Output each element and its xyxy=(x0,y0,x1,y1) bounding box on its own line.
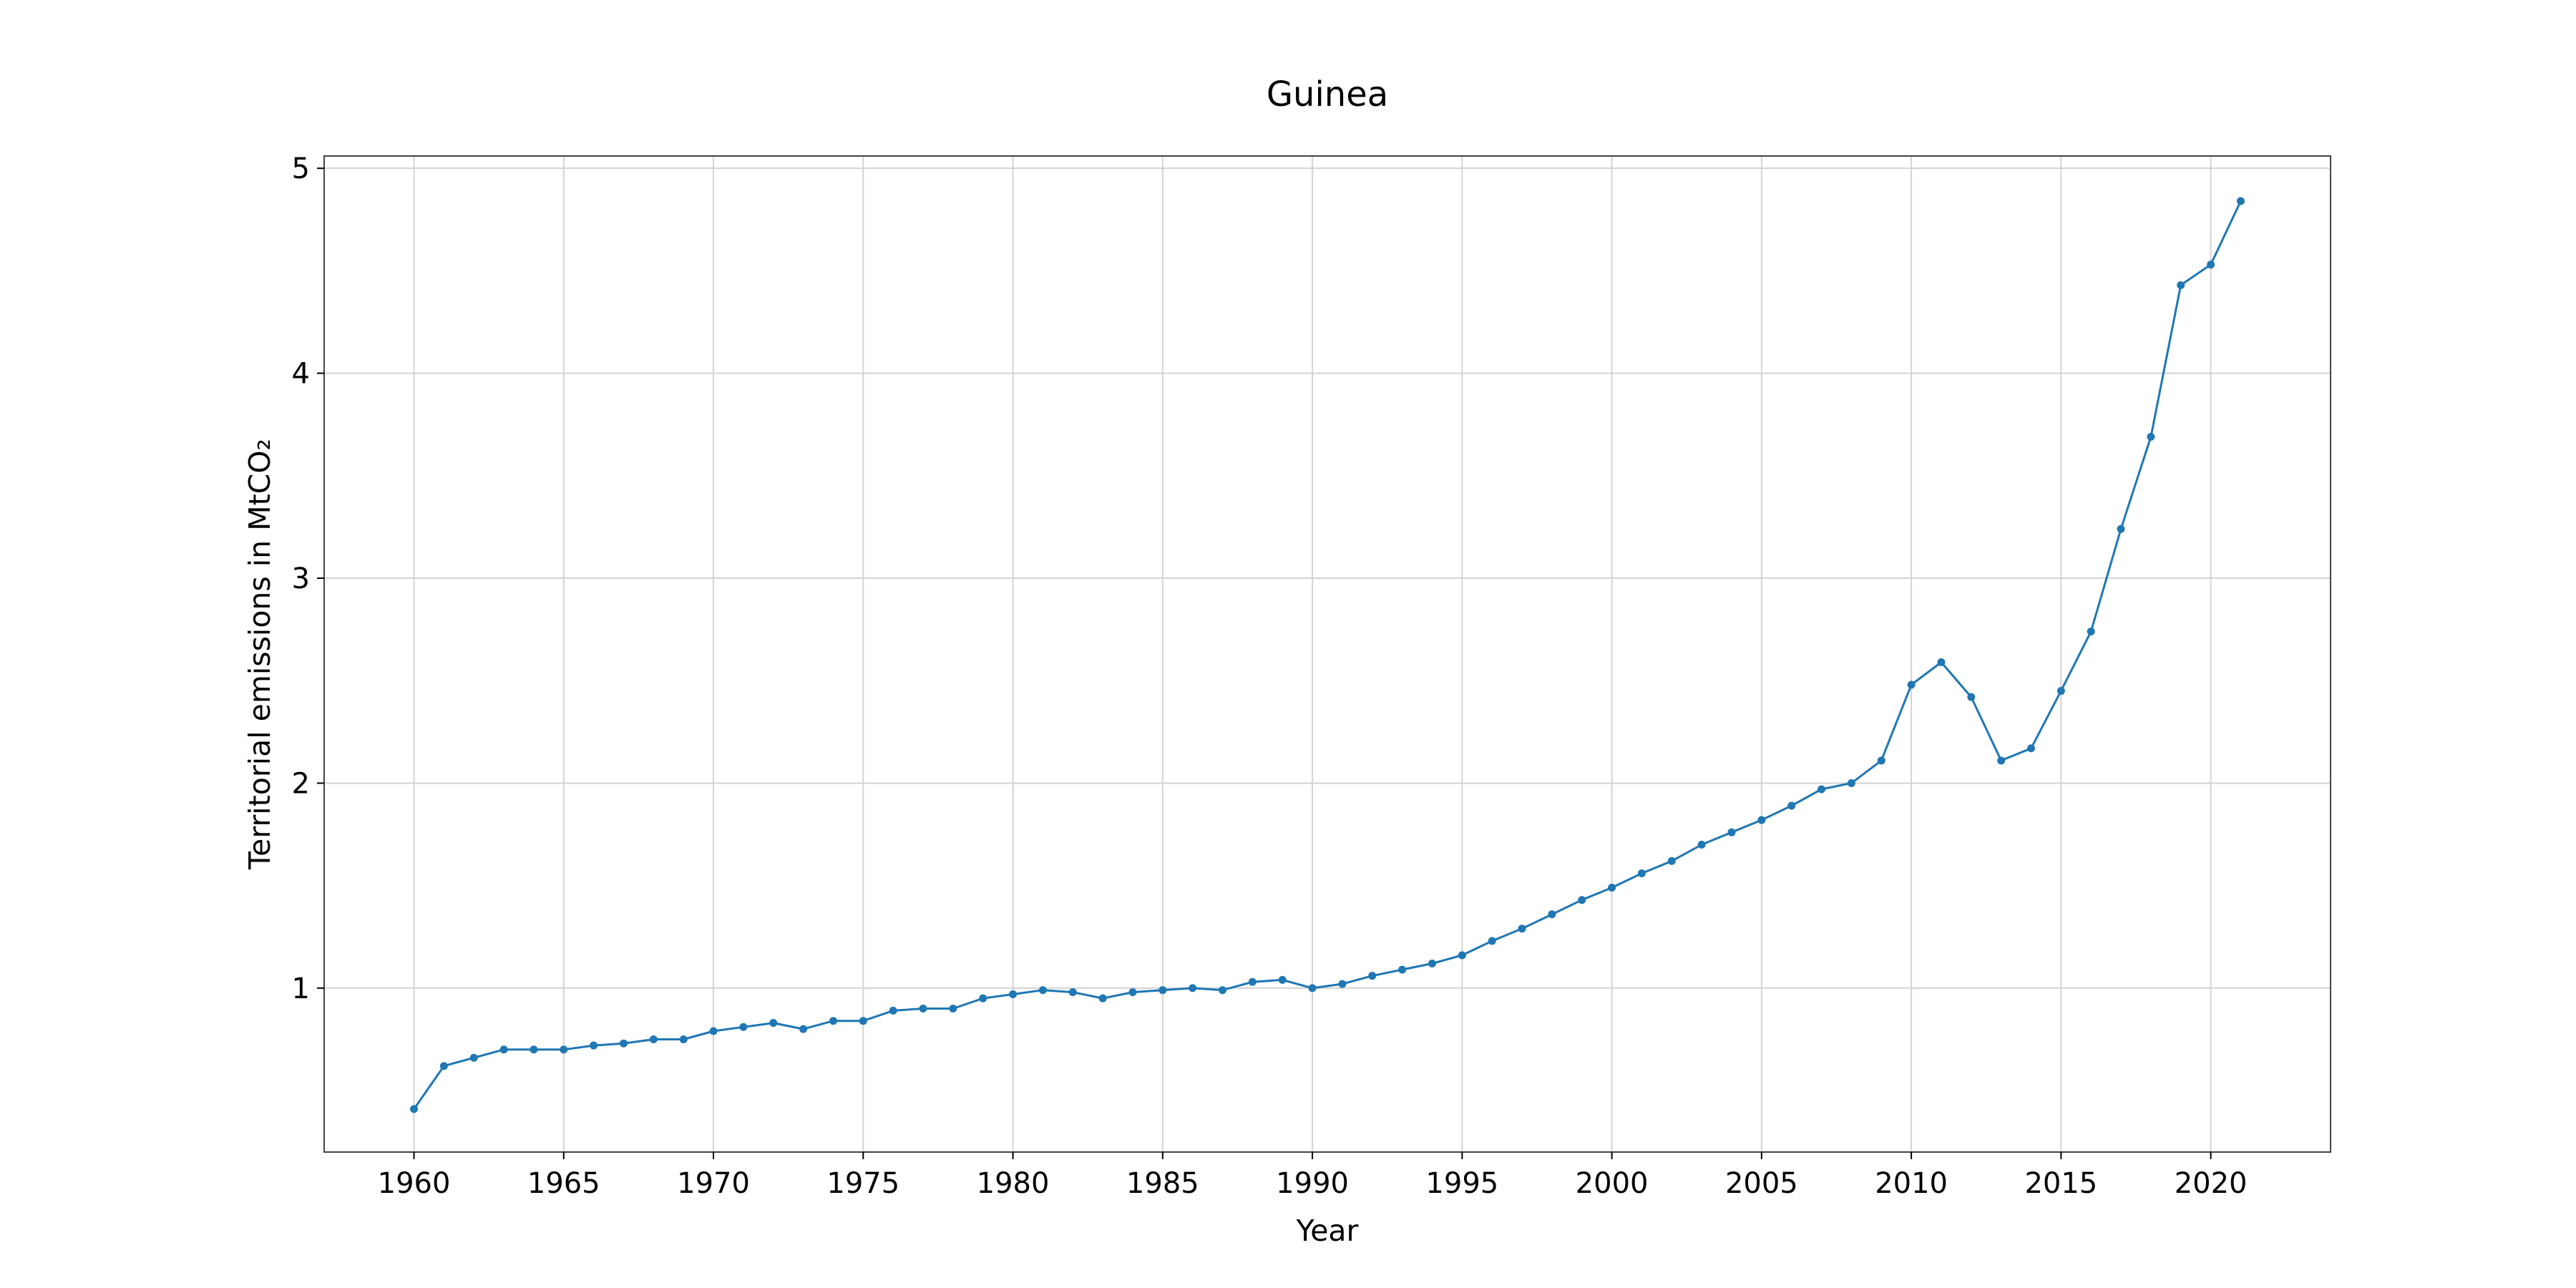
data-point xyxy=(2147,432,2155,441)
data-point xyxy=(2087,627,2095,635)
data-point xyxy=(1428,959,1436,967)
data-point xyxy=(649,1035,658,1043)
data-point xyxy=(2177,280,2185,289)
data-point xyxy=(469,1053,478,1062)
data-point xyxy=(949,1005,957,1013)
chart-title: Guinea xyxy=(1267,74,1388,114)
y-axis-ticks: 1 2 3 4 5 xyxy=(292,152,324,1005)
data-point xyxy=(1727,828,1736,836)
data-point xyxy=(679,1035,688,1043)
data-point xyxy=(1038,986,1047,995)
data-point xyxy=(1158,986,1167,995)
data-point xyxy=(1907,680,1916,689)
data-point xyxy=(1458,951,1466,960)
data-point xyxy=(1697,840,1706,849)
data-point xyxy=(919,1005,927,1013)
data-point xyxy=(1637,869,1646,877)
data-point xyxy=(1877,756,1885,765)
data-point xyxy=(1068,988,1077,997)
x-axis-ticks: 1960 1965 1970 1975 1980 1985 1990 1995 2000 2005… xyxy=(378,1152,2248,1200)
data-point xyxy=(1548,910,1556,919)
grid-lines xyxy=(324,156,2331,1152)
data-point xyxy=(1009,990,1018,998)
data-point xyxy=(1308,984,1317,992)
x-tick-label: 2010 xyxy=(1875,1167,1948,1200)
x-tick-label: 1965 xyxy=(527,1167,600,1200)
data-point xyxy=(2057,687,2065,696)
data-point xyxy=(1368,972,1377,980)
x-tick-label: 1985 xyxy=(1126,1167,1199,1200)
data-point xyxy=(799,1025,808,1033)
data-point xyxy=(1608,884,1616,892)
x-tick-label: 1995 xyxy=(1425,1167,1498,1200)
data-point xyxy=(739,1023,748,1031)
x-tick-label: 2005 xyxy=(1725,1167,1798,1200)
data-point xyxy=(1967,693,1976,701)
data-point xyxy=(2207,260,2215,269)
data-point xyxy=(620,1039,628,1048)
data-point xyxy=(1278,975,1287,984)
data-point xyxy=(1488,937,1496,945)
data-point xyxy=(859,1017,867,1025)
series-layer xyxy=(410,197,2245,1113)
x-tick-label: 1960 xyxy=(378,1167,451,1200)
data-point xyxy=(1189,984,1197,992)
data-point xyxy=(1338,980,1347,988)
y-tick-label: 3 xyxy=(292,562,310,595)
x-tick-label: 1980 xyxy=(977,1167,1050,1200)
data-point xyxy=(1248,977,1257,986)
y-tick-label: 1 xyxy=(292,972,310,1005)
data-point xyxy=(1128,988,1137,997)
data-point xyxy=(1578,896,1586,904)
data-point xyxy=(590,1041,598,1050)
series-line xyxy=(413,200,2242,1110)
data-point xyxy=(439,1062,448,1070)
data-point xyxy=(2117,525,2125,533)
data-point xyxy=(1997,756,2006,765)
data-point xyxy=(1818,785,1826,794)
data-point xyxy=(560,1045,568,1054)
x-tick-label: 1975 xyxy=(826,1167,899,1200)
data-point xyxy=(530,1045,538,1054)
data-point xyxy=(1757,816,1766,824)
x-tick-label: 1990 xyxy=(1276,1167,1349,1200)
data-point xyxy=(1098,994,1107,1002)
x-tick-label: 1970 xyxy=(677,1167,750,1200)
y-tick-label: 5 xyxy=(292,152,310,185)
data-point xyxy=(769,1019,778,1028)
data-point xyxy=(829,1017,837,1025)
data-point xyxy=(1219,986,1227,995)
data-point xyxy=(979,994,987,1002)
x-tick-label: 2020 xyxy=(2175,1167,2248,1200)
data-point xyxy=(1787,801,1796,810)
data-point xyxy=(410,1105,419,1113)
data-point xyxy=(2236,197,2245,205)
y-axis-label: Territorial emissions in MtCO₂ xyxy=(243,439,277,870)
data-point xyxy=(1518,924,1526,933)
x-tick-label: 2000 xyxy=(1576,1167,1649,1200)
data-point xyxy=(709,1027,718,1035)
x-tick-label: 2015 xyxy=(2024,1167,2097,1200)
x-axis-label: Year xyxy=(1296,1214,1359,1248)
data-point xyxy=(889,1006,897,1015)
data-point xyxy=(1937,658,1946,666)
y-tick-label: 2 xyxy=(292,767,310,800)
data-point xyxy=(1398,965,1407,974)
plot-area-frame xyxy=(323,155,2331,1153)
data-point xyxy=(2026,744,2035,753)
data-point xyxy=(1667,857,1676,865)
y-tick-label: 4 xyxy=(292,358,310,391)
data-point xyxy=(499,1045,508,1054)
data-point xyxy=(1847,779,1855,787)
